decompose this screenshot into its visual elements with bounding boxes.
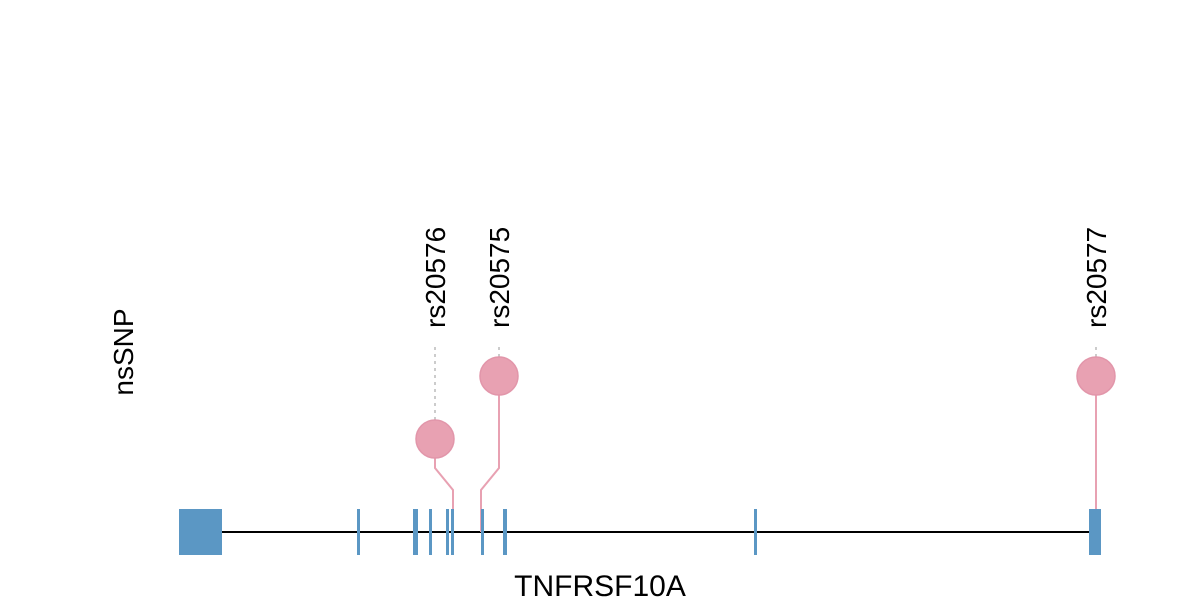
- snp-heads: [415, 356, 1116, 459]
- snp-stem-rs20575: [480, 376, 500, 532]
- track-label-group: nsSNP: [108, 308, 139, 395]
- snp-head-rs20576[interactable]: [415, 419, 455, 459]
- exon-6: [451, 509, 454, 555]
- snp-label-rs20576: rs20576: [420, 227, 451, 328]
- gene-name: TNFRSF10A: [514, 570, 686, 600]
- gene-exons: [179, 509, 1101, 555]
- snp-stems: [434, 344, 1097, 532]
- track-label: nsSNP: [108, 308, 139, 395]
- snp-head-rs20577[interactable]: [1076, 356, 1116, 396]
- exon-7: [481, 509, 484, 555]
- exon-9: [754, 509, 757, 555]
- snp-head-rs20575[interactable]: [479, 356, 519, 396]
- exon-5: [446, 509, 449, 555]
- exon-10: [1089, 509, 1101, 555]
- exon-1: [179, 509, 222, 555]
- snp-labels: rs20576 rs20575 rs20577: [420, 227, 1112, 328]
- exon-3: [413, 509, 418, 555]
- snp-label-rs20577: rs20577: [1081, 227, 1112, 328]
- exon-4: [429, 509, 432, 555]
- snp-label-rs20575: rs20575: [484, 227, 515, 328]
- exon-2: [357, 509, 360, 555]
- exon-8: [503, 509, 507, 555]
